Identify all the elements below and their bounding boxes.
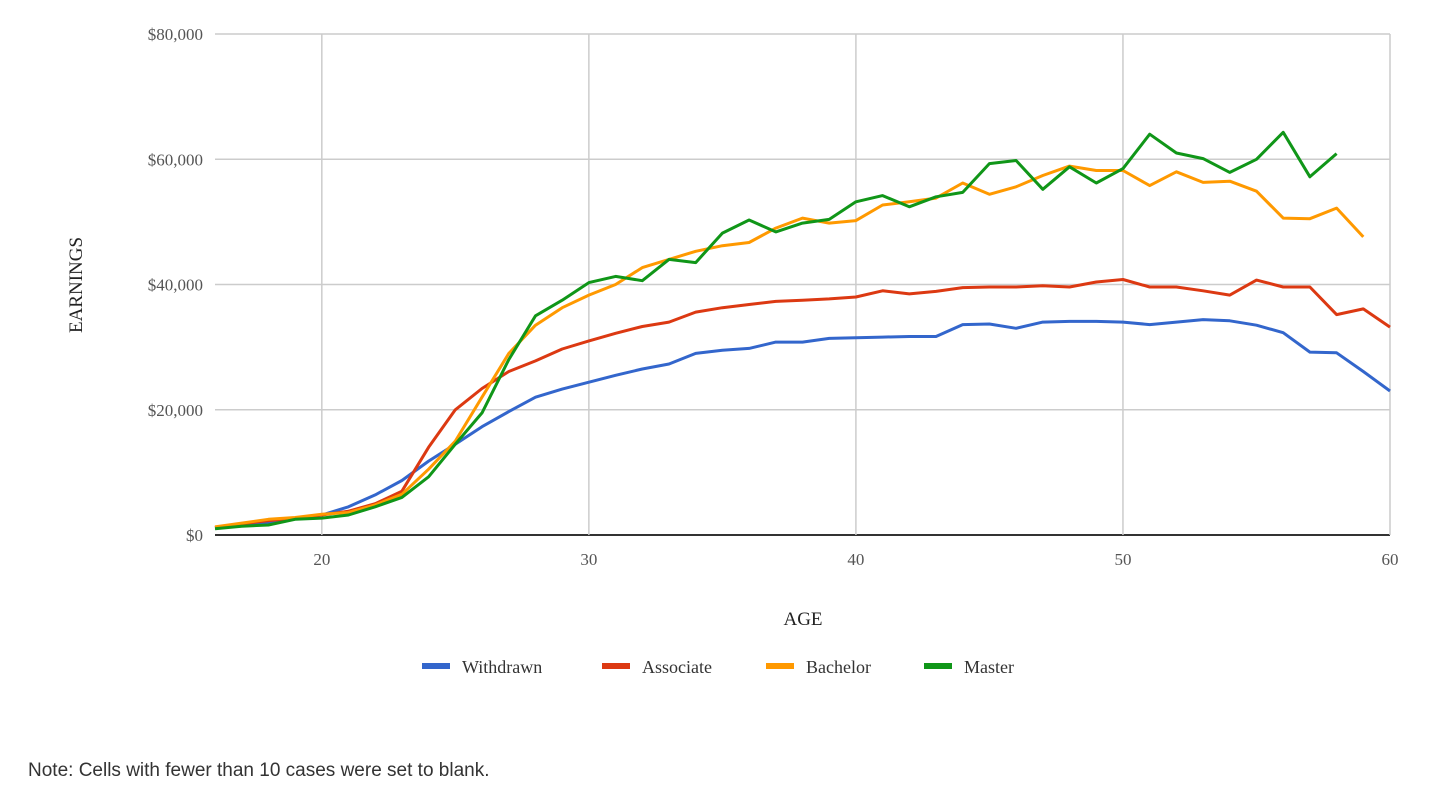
y-tick-label: $0 (186, 526, 203, 545)
y-axis-title: EARNINGS (66, 237, 87, 333)
x-tick-label: 50 (1114, 550, 1131, 569)
x-tick-label: 60 (1382, 550, 1399, 569)
y-axis-ticks: $0 $20,000 $40,000 $60,000 $80,000 (148, 25, 203, 545)
x-axis-ticks: 20 30 40 50 60 (313, 550, 1398, 569)
gridlines (215, 33, 1391, 536)
series-lines (214, 130, 1391, 531)
series-line-master (214, 130, 1338, 531)
legend-label-withdrawn: Withdrawn (462, 657, 542, 677)
y-tick-label: $80,000 (148, 25, 203, 44)
legend: Withdrawn Associate Bachelor Master (422, 657, 1014, 677)
legend-swatch-master (924, 663, 952, 669)
legend-swatch-bachelor (766, 663, 794, 669)
x-axis-title: AGE (783, 609, 822, 630)
y-tick-label: $60,000 (148, 150, 203, 169)
series-line-associate (214, 278, 1391, 529)
legend-label-associate: Associate (642, 657, 712, 677)
legend-swatch-associate (602, 663, 630, 669)
footnote: Note: Cells with fewer than 10 cases wer… (28, 760, 490, 781)
earnings-by-age-chart: $0 $20,000 $40,000 $60,000 $80,000 20 30 40 50 6… (66, 25, 1399, 677)
x-tick-label: 40 (847, 550, 864, 569)
series-line-bachelor (214, 164, 1365, 529)
x-tick-label: 30 (580, 550, 597, 569)
y-tick-label: $20,000 (148, 401, 203, 420)
legend-label-bachelor: Bachelor (806, 657, 871, 677)
legend-label-master: Master (964, 657, 1014, 677)
legend-swatch-withdrawn (422, 663, 450, 669)
x-tick-label: 20 (313, 550, 330, 569)
y-tick-label: $40,000 (148, 276, 203, 295)
